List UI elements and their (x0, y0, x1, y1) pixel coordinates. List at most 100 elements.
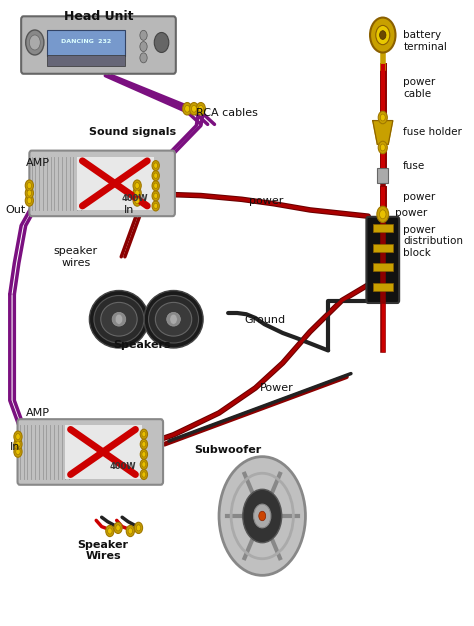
Circle shape (142, 431, 146, 437)
Text: In: In (10, 443, 20, 453)
FancyBboxPatch shape (18, 419, 163, 485)
Circle shape (154, 163, 158, 168)
Text: 400W: 400W (109, 463, 136, 471)
Circle shape (136, 525, 141, 531)
Circle shape (140, 30, 147, 40)
Ellipse shape (101, 302, 137, 336)
Circle shape (140, 41, 147, 51)
Circle shape (26, 30, 44, 55)
Circle shape (152, 161, 159, 171)
Circle shape (380, 144, 385, 151)
Ellipse shape (155, 302, 192, 336)
Circle shape (133, 195, 141, 206)
Ellipse shape (144, 290, 203, 348)
Circle shape (243, 490, 282, 543)
Circle shape (190, 103, 199, 115)
Ellipse shape (94, 295, 144, 343)
Ellipse shape (167, 312, 181, 326)
Text: Sound signals: Sound signals (90, 127, 176, 137)
Circle shape (25, 187, 34, 198)
Text: 400W: 400W (121, 193, 148, 203)
FancyBboxPatch shape (21, 16, 176, 74)
Bar (47, 56, 125, 66)
Circle shape (154, 33, 169, 53)
Circle shape (152, 171, 159, 181)
Text: power
distribution
block: power distribution block (403, 225, 463, 258)
Circle shape (14, 439, 22, 450)
Circle shape (377, 206, 389, 222)
Circle shape (25, 195, 34, 206)
Text: RCA cables: RCA cables (196, 108, 258, 118)
Circle shape (135, 197, 139, 203)
Text: Out: Out (5, 205, 26, 215)
Circle shape (14, 446, 22, 457)
Text: power: power (248, 195, 283, 205)
Circle shape (27, 190, 32, 196)
Text: speaker
wires: speaker wires (54, 246, 98, 267)
Circle shape (170, 314, 177, 324)
Circle shape (154, 183, 158, 188)
Text: Ground: Ground (244, 316, 285, 326)
Circle shape (108, 528, 112, 534)
Circle shape (116, 525, 120, 531)
Polygon shape (373, 121, 393, 145)
Circle shape (29, 35, 40, 50)
FancyBboxPatch shape (29, 151, 175, 216)
Circle shape (154, 193, 158, 198)
Circle shape (185, 105, 190, 112)
Bar (77, 157, 155, 210)
Text: Speaker
Wires: Speaker Wires (78, 540, 128, 561)
Ellipse shape (112, 312, 126, 326)
Bar (377, 168, 388, 183)
Circle shape (154, 203, 158, 208)
Circle shape (380, 31, 386, 39)
Circle shape (140, 429, 147, 439)
Bar (373, 283, 393, 290)
Circle shape (16, 449, 20, 454)
Circle shape (16, 441, 20, 447)
Circle shape (135, 522, 143, 533)
Text: fuse holder: fuse holder (403, 127, 462, 137)
Text: power
cable: power cable (403, 78, 436, 99)
Circle shape (219, 456, 305, 575)
Circle shape (106, 525, 114, 536)
Text: Speakers: Speakers (113, 341, 171, 351)
Text: Power: Power (260, 383, 294, 393)
Circle shape (140, 439, 147, 449)
Bar (373, 263, 393, 271)
Circle shape (14, 431, 22, 443)
Circle shape (128, 528, 133, 534)
Text: AMP: AMP (26, 408, 50, 418)
Text: AMP: AMP (26, 158, 50, 168)
Circle shape (380, 210, 386, 218)
Circle shape (254, 504, 271, 528)
Circle shape (380, 114, 385, 121)
Text: Head Unit: Head Unit (64, 10, 133, 23)
Circle shape (133, 180, 141, 191)
Circle shape (259, 511, 266, 521)
Circle shape (142, 472, 146, 477)
Circle shape (191, 105, 197, 112)
Text: In: In (124, 205, 134, 215)
Circle shape (152, 191, 159, 201)
Circle shape (27, 183, 32, 188)
Bar (373, 244, 393, 252)
Circle shape (16, 434, 20, 439)
Circle shape (115, 314, 123, 324)
Circle shape (370, 18, 395, 53)
Circle shape (140, 449, 147, 459)
Circle shape (142, 441, 146, 447)
Circle shape (114, 522, 122, 533)
Circle shape (196, 103, 205, 115)
Circle shape (182, 103, 192, 115)
Circle shape (142, 451, 146, 457)
Circle shape (133, 187, 141, 198)
Circle shape (25, 180, 34, 191)
Text: DANCING  232: DANCING 232 (61, 39, 111, 44)
Circle shape (140, 53, 147, 63)
Circle shape (378, 111, 387, 124)
Circle shape (135, 190, 139, 196)
Ellipse shape (148, 295, 199, 343)
Circle shape (152, 181, 159, 191)
Circle shape (27, 197, 32, 203)
